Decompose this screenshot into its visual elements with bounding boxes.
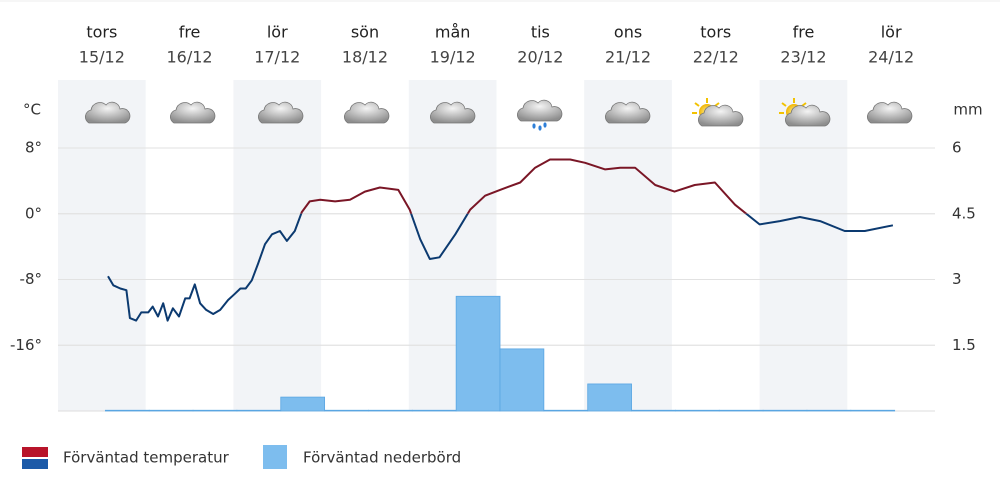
precip-bar <box>148 409 194 412</box>
temperature-line <box>300 158 748 214</box>
y-tick-label: -16° <box>10 336 42 354</box>
day-label: tors <box>86 23 117 42</box>
precip-bar <box>762 409 808 412</box>
precip-bar <box>631 409 676 412</box>
column-band <box>58 80 146 411</box>
day-label: tors <box>700 23 731 42</box>
precip-bar <box>850 409 896 412</box>
date-label: 17/12 <box>254 48 300 67</box>
day-label: fre <box>793 23 815 42</box>
precip-bar <box>236 409 282 412</box>
legend-label: Förväntad nederbörd <box>303 449 461 467</box>
date-label: 22/12 <box>693 48 739 67</box>
day-label: sön <box>351 23 379 42</box>
y2-tick-label: 4.5 <box>952 204 976 222</box>
precip-bar <box>324 409 369 412</box>
precip-bar <box>675 409 720 412</box>
precip-bar <box>806 409 852 412</box>
legend-label: Förväntad temperatur <box>63 449 230 467</box>
day-label: mån <box>435 23 471 42</box>
date-label: 18/12 <box>342 48 388 67</box>
day-label: ons <box>614 23 642 42</box>
date-label: 16/12 <box>166 48 212 67</box>
precip-bar <box>411 409 457 412</box>
y-tick-label: -8° <box>20 270 42 288</box>
column-shading <box>58 80 848 411</box>
icon-cloud <box>866 101 913 124</box>
y-tick-label: 8° <box>25 139 42 157</box>
y2-tick-label: 3 <box>952 270 962 288</box>
precip-bar <box>455 295 501 412</box>
date-label: 20/12 <box>517 48 563 67</box>
precip-bar <box>543 409 589 412</box>
legend: Förväntad temperatur Förväntad nederbörd <box>22 445 461 469</box>
y-tick-label: 0° <box>25 204 42 222</box>
date-label: 19/12 <box>430 48 476 67</box>
day-label: fre <box>179 23 201 42</box>
precip-bar <box>368 409 413 412</box>
day-label: lör <box>881 23 902 42</box>
icon-sun-cloud <box>692 98 743 126</box>
date-label: 23/12 <box>780 48 826 67</box>
day-label: lör <box>267 23 288 42</box>
icon-cloud <box>343 101 390 124</box>
column-band <box>759 80 848 411</box>
precip-bar <box>280 396 326 412</box>
legend-swatch-below <box>22 459 48 469</box>
y-axis-label: °C <box>23 101 41 119</box>
legend-swatch-above <box>22 447 48 457</box>
y2-axis-label: mm <box>953 101 982 119</box>
day-label: tis <box>531 23 550 42</box>
precip-bar <box>718 409 764 412</box>
date-label: 24/12 <box>868 48 914 67</box>
precip-bar <box>104 409 150 412</box>
icon-rain <box>517 100 562 130</box>
column-band <box>584 80 672 411</box>
icon-cloud <box>169 101 216 124</box>
date-label: 15/12 <box>79 48 125 67</box>
column-band <box>233 80 322 411</box>
precip-bar <box>499 348 545 412</box>
precip-bar <box>192 409 238 412</box>
precip-bar <box>587 383 632 412</box>
legend-swatch <box>263 445 287 469</box>
temperature-line <box>107 213 894 322</box>
y2-tick-label: 1.5 <box>952 336 976 354</box>
y2-tick-label: 6 <box>952 139 962 157</box>
date-label: 21/12 <box>605 48 651 67</box>
